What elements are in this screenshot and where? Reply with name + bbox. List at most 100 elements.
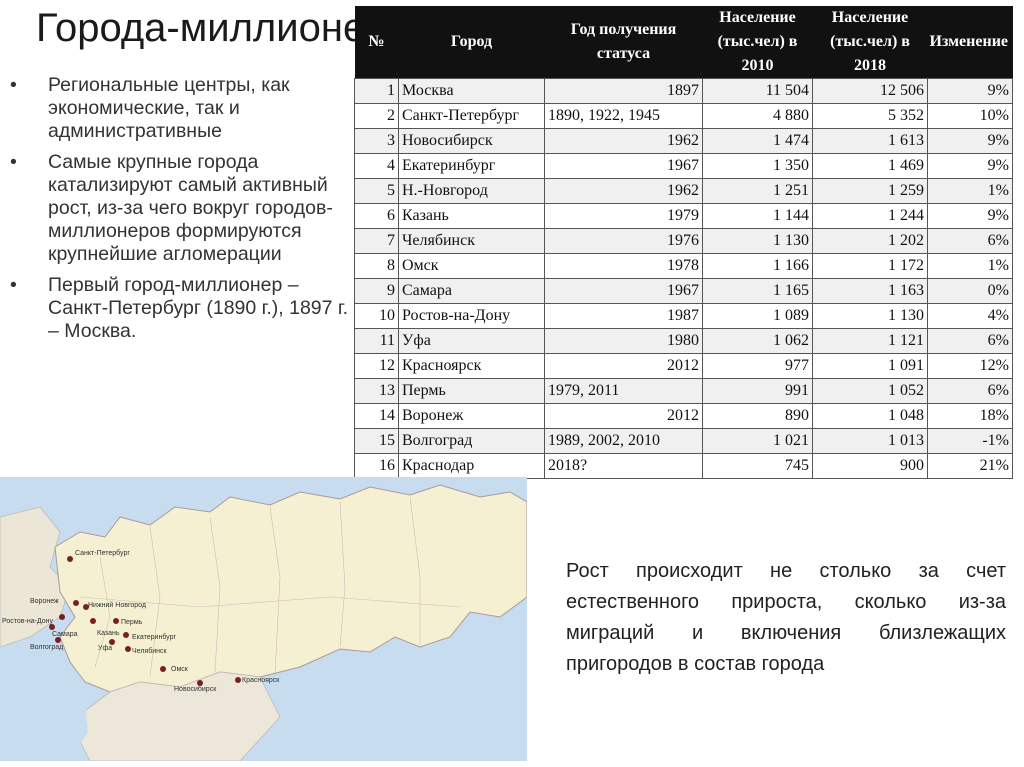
cell-pop-2010: 991 (702, 378, 813, 404)
table-row: 13 Пермь 1979, 2011 991 1 052 6% (354, 378, 1013, 404)
table-row: 3 Новосибирск 1962 1 474 1 613 9% (354, 128, 1013, 154)
bullet-item: • Региональные центры, как экономические,… (10, 74, 350, 143)
cell-status-year: 1979, 2011 (544, 378, 703, 404)
cell-number: 1 (354, 78, 399, 104)
cell-status-year: 1980 (544, 328, 703, 354)
cell-pop-2018: 1 163 (812, 278, 928, 304)
table-row: 15 Волгоград 1989, 2002, 2010 1 021 1 013 -1% (354, 428, 1013, 454)
cell-city: Уфа (398, 328, 545, 354)
cell-city: Красноярск (398, 353, 545, 379)
cell-number: 12 (354, 353, 399, 379)
cell-pop-2010: 4 880 (702, 103, 813, 129)
map-label-ekb: Екатеринбург (132, 633, 176, 641)
cell-status-year: 2012 (544, 353, 703, 379)
cell-pop-2018: 1 202 (812, 228, 928, 254)
cell-status-year: 1962 (544, 128, 703, 154)
cell-pop-2018: 1 613 (812, 128, 928, 154)
cell-pop-2010: 1 350 (702, 153, 813, 179)
cell-number: 9 (354, 278, 399, 304)
bullet-text: Первый город-миллионер – Санкт-Петербург… (48, 274, 349, 342)
table-row: 9 Самара 1967 1 165 1 163 0% (354, 278, 1013, 304)
cell-number: 8 (354, 253, 399, 279)
cell-pop-2010: 1 251 (702, 178, 813, 204)
table-body: 1 Москва 1897 11 504 12 506 9% 2 Санкт-Петербур… (354, 78, 1013, 479)
cell-number: 15 (354, 428, 399, 454)
cell-status-year: 1962 (544, 178, 703, 204)
cell-status-year: 1978 (544, 253, 703, 279)
cell-pop-2018: 1 013 (812, 428, 928, 454)
cell-city: Казань (398, 203, 545, 229)
cell-change: 6% (927, 228, 1013, 254)
cell-change: 6% (927, 378, 1013, 404)
slide-title: Города-миллионеры (36, 6, 417, 50)
cell-pop-2018: 1 259 (812, 178, 928, 204)
header-number: № (354, 6, 399, 79)
cell-number: 10 (354, 303, 399, 329)
cell-number: 13 (354, 378, 399, 404)
bullet-dot-icon: • (10, 151, 17, 173)
cell-city: Волгоград (398, 428, 545, 454)
cell-status-year: 1976 (544, 228, 703, 254)
cell-pop-2010: 1 144 (702, 203, 813, 229)
cell-city: Воронеж (398, 403, 545, 429)
map-label-voronezh: Воронеж (30, 598, 59, 605)
table-row: 11 Уфа 1980 1 062 1 121 6% (354, 328, 1013, 354)
bullet-item: • Первый город-миллионер – Санкт-Петербур… (10, 274, 350, 343)
cell-change: 4% (927, 303, 1013, 329)
cell-change: 18% (927, 403, 1013, 429)
cell-pop-2018: 1 172 (812, 253, 928, 279)
cell-change: 9% (927, 128, 1013, 154)
cell-number: 4 (354, 153, 399, 179)
map-label-spb: Санкт-Петербург (75, 549, 130, 557)
bullet-text: Региональные центры, как экономические, … (48, 74, 290, 142)
table-row: 1 Москва 1897 11 504 12 506 9% (354, 78, 1013, 104)
cell-city: Екатеринбург (398, 153, 545, 179)
cell-pop-2010: 745 (702, 453, 813, 479)
cell-pop-2010: 1 166 (702, 253, 813, 279)
bullet-dot-icon: • (10, 274, 17, 296)
cell-city: Н.-Новгород (398, 178, 545, 204)
cell-number: 6 (354, 203, 399, 229)
cell-status-year: 1890, 1922, 1945 (544, 103, 703, 129)
map-label-krasnoyarsk: Красноярск (242, 677, 280, 684)
cell-change: 1% (927, 253, 1013, 279)
cell-pop-2010: 1 062 (702, 328, 813, 354)
cell-status-year: 2018? (544, 453, 703, 479)
cell-pop-2010: 1 474 (702, 128, 813, 154)
cell-number: 16 (354, 453, 399, 479)
cell-status-year: 1967 (544, 153, 703, 179)
cell-city: Омск (398, 253, 545, 279)
map-label-rostov: Ростов-на-Дону (2, 618, 53, 625)
cell-change: 21% (927, 453, 1013, 479)
bullet-item: • Самые крупные города катализируют самый… (10, 151, 350, 266)
map-label-nsk: Новосибирск (174, 685, 217, 693)
table-row: 16 Краснодар 2018? 745 900 21% (354, 453, 1013, 479)
cell-change: 9% (927, 153, 1013, 179)
map-label-volgograd: Волгоград (30, 644, 63, 651)
cell-change: 10% (927, 103, 1013, 129)
map-label-chel: Челябинск (132, 647, 167, 655)
table-row: 2 Санкт-Петербург 1890, 1922, 1945 4 880 5 3… (354, 103, 1013, 129)
cell-number: 3 (354, 128, 399, 154)
map-label-samara: Самара (52, 631, 78, 638)
cell-pop-2018: 1 091 (812, 353, 928, 379)
table-row: 7 Челябинск 1976 1 130 1 202 6% (354, 228, 1013, 254)
bullet-dot-icon: • (10, 74, 17, 96)
table-row: 6 Казань 1979 1 144 1 244 9% (354, 203, 1013, 229)
cell-status-year: 1897 (544, 78, 703, 104)
cell-city: Москва (398, 78, 545, 104)
cell-change: 6% (927, 328, 1013, 354)
bullet-list: • Региональные центры, как экономические,… (10, 74, 350, 351)
map-label-perm: Пермь (121, 619, 143, 626)
cell-change: 0% (927, 278, 1013, 304)
cell-status-year: 2012 (544, 403, 703, 429)
cell-change: 9% (927, 78, 1013, 104)
cities-table: № Город Год получения статуса Население … (354, 6, 1013, 479)
header-pop-2010: Население (тыс.чел) в 2010 (702, 6, 813, 79)
table-header-row: № Город Год получения статуса Население … (354, 6, 1013, 79)
cell-pop-2010: 890 (702, 403, 813, 429)
cell-city: Челябинск (398, 228, 545, 254)
growth-note: Рост происходит не столько за счет естес… (566, 560, 1006, 675)
cell-city: Самара (398, 278, 545, 304)
table-row: 5 Н.-Новгород 1962 1 251 1 259 1% (354, 178, 1013, 204)
